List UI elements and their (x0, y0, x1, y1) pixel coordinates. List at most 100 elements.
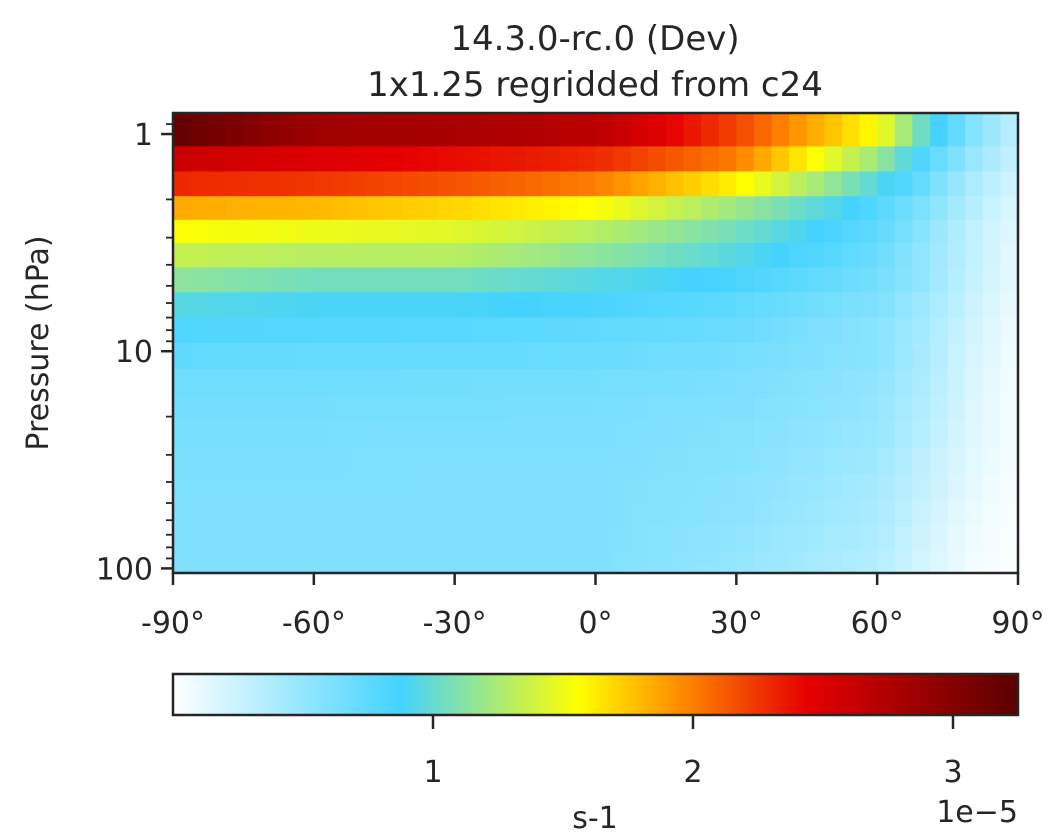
colorbar-tick-label: 3 (943, 755, 962, 790)
heatmap-cell (313, 524, 333, 552)
heatmap-cell (278, 113, 297, 148)
heatmap-cell (472, 267, 491, 293)
heatmap-cell (437, 420, 456, 448)
heatmap-cell (771, 146, 790, 173)
heatmap-cell (965, 343, 984, 370)
heatmap-cell (806, 394, 825, 421)
heatmap-cell (384, 420, 403, 448)
heatmap-cell (313, 171, 333, 197)
heatmap-cell (225, 473, 245, 500)
heatmap-cell (701, 343, 720, 370)
heatmap-cell (701, 473, 720, 500)
heatmap-cell (806, 292, 825, 318)
heatmap-cell (789, 113, 808, 148)
heatmap-cell (313, 146, 333, 173)
heatmap-cell (366, 550, 385, 574)
heatmap-cell (454, 267, 473, 293)
heatmap-cell (190, 420, 209, 448)
heatmap-cell (718, 292, 737, 318)
heatmap-cell (648, 171, 667, 197)
heatmap-cell (630, 292, 649, 318)
heatmap-cell (859, 394, 878, 421)
heatmap-cell (595, 317, 614, 344)
heatmap-cell (789, 420, 808, 448)
heatmap-cell (665, 499, 685, 526)
x-tick-label: 90° (991, 606, 1044, 641)
heatmap-cell (630, 447, 649, 475)
heatmap-cell (683, 550, 702, 574)
heatmap-cell (648, 113, 667, 148)
heatmap-cell (489, 499, 509, 526)
heatmap-cell (947, 343, 966, 370)
heatmap-cell (683, 267, 702, 293)
heatmap-cell (595, 420, 614, 448)
heatmap-cell (243, 550, 262, 574)
heatmap-cell (824, 196, 843, 221)
heatmap-cell (965, 171, 984, 197)
heatmap-cell (912, 171, 931, 197)
heatmap-cell (349, 113, 368, 148)
heatmap-cell (331, 146, 350, 173)
heatmap-cell (173, 113, 192, 148)
heatmap-cell (1000, 267, 1019, 293)
heatmap-cell (877, 113, 896, 148)
heatmap-cell (331, 473, 350, 500)
heatmap-cell (489, 196, 509, 221)
heatmap-cell (560, 499, 579, 526)
heatmap-cell (225, 420, 245, 448)
heatmap-cell (665, 524, 685, 552)
heatmap-cell (965, 113, 984, 148)
heatmap-cell (190, 292, 209, 318)
heatmap-cell (313, 243, 333, 269)
heatmap-cell (190, 447, 209, 475)
heatmap-cell (173, 317, 192, 344)
heatmap-cell (630, 550, 649, 574)
heatmap-cell (525, 473, 544, 500)
heatmap-cell (824, 146, 843, 173)
heatmap-cell (542, 146, 561, 173)
heatmap-cell (789, 146, 808, 173)
heatmap-cell (278, 524, 297, 552)
heatmap-cell (173, 550, 192, 574)
heatmap-cell (894, 524, 913, 552)
heatmap-cell (454, 113, 473, 148)
heatmap-cell (472, 243, 491, 269)
heatmap-cell (173, 171, 192, 197)
heatmap-cell (683, 524, 702, 552)
colorbar: 1 2 3 s-1 1e−5 (171, 672, 1020, 836)
heatmap-cell (1000, 171, 1019, 197)
x-tick-label: 0° (578, 606, 612, 641)
heatmap-cell (296, 343, 315, 370)
heatmap-cell (190, 550, 209, 574)
heatmap-cell (419, 473, 438, 500)
heatmap-cell (877, 420, 896, 448)
heatmap-cell (630, 146, 649, 173)
heatmap-cell (595, 243, 614, 269)
heatmap-cell (736, 420, 755, 448)
heatmap-cell (736, 550, 755, 574)
heatmap-cell (789, 473, 808, 500)
heatmap-cell (947, 113, 966, 148)
heatmap-cell (349, 343, 368, 370)
heatmap-cell (595, 267, 614, 293)
heatmap-cell (771, 343, 790, 370)
heatmap-cell (437, 292, 456, 318)
heatmap-cell (313, 267, 333, 293)
heatmap-cell (630, 343, 649, 370)
heatmap-cell (630, 317, 649, 344)
heatmap-cell (595, 113, 614, 148)
heatmap-cell (789, 267, 808, 293)
heatmap-cell (243, 243, 262, 269)
heatmap-cell (929, 146, 949, 173)
heatmap-cell (261, 499, 280, 526)
heatmap-cell (313, 317, 333, 344)
heatmap-cell (736, 317, 755, 344)
heatmap-cell (454, 524, 473, 552)
heatmap-cell (806, 267, 825, 293)
heatmap-cell (912, 219, 931, 244)
heatmap-cell (577, 317, 597, 344)
heatmap-cell (489, 369, 509, 396)
heatmap-cell (507, 447, 526, 475)
heatmap-cell (261, 317, 280, 344)
